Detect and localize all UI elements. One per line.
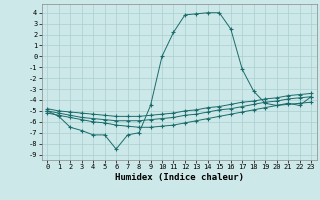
X-axis label: Humidex (Indice chaleur): Humidex (Indice chaleur) [115,173,244,182]
